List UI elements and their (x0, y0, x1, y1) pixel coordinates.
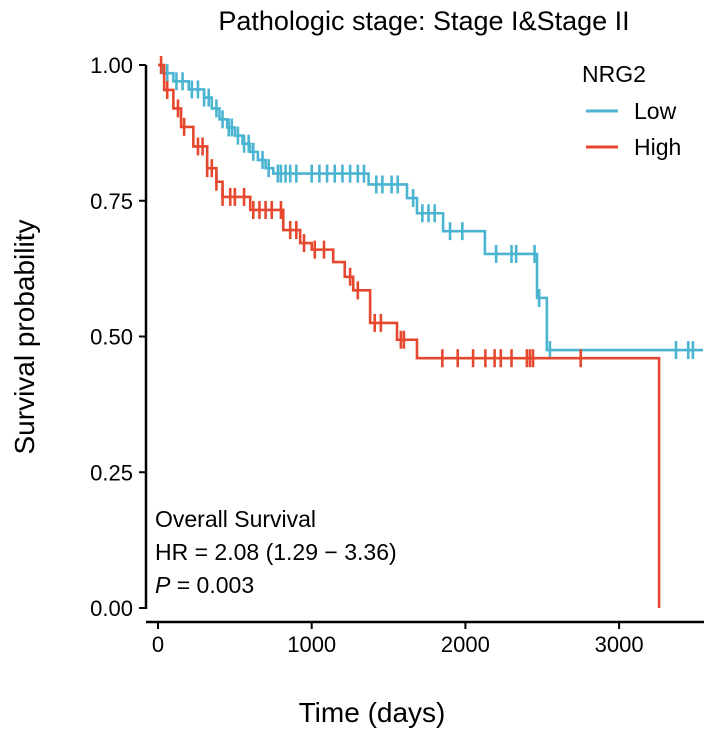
survival-curve-low (158, 63, 704, 352)
y-axis-title: Survival probability (9, 220, 40, 455)
x-tick-label: 3000 (595, 632, 644, 657)
p-label: P (155, 572, 171, 598)
legend-label-high: High (634, 134, 681, 160)
x-tick-label: 0 (152, 632, 164, 657)
y-tick-label: 0.75 (90, 189, 133, 214)
survival-curve-high (158, 63, 661, 608)
y-tick-label: 0.00 (90, 596, 133, 621)
x-axis-title: Time (days) (299, 697, 446, 728)
annotation-hr: HR = 2.08 (1.29 − 3.36) (155, 539, 397, 565)
x-tick-label: 1000 (287, 632, 336, 657)
annotation: Overall Survival HR = 2.08 (1.29 − 3.36)… (155, 506, 397, 598)
annotation-p: P = 0.003 (155, 572, 254, 598)
y-tick-label: 0.25 (90, 460, 133, 485)
y-tick-label: 1.00 (90, 53, 133, 78)
legend-title: NRG2 (582, 61, 646, 87)
annotation-endpoint: Overall Survival (155, 506, 316, 532)
legend: NRG2 Low High (582, 61, 681, 160)
p-value: = 0.003 (170, 572, 254, 598)
legend-label-low: Low (634, 98, 677, 124)
chart-title: Pathologic stage: Stage I&Stage II (218, 6, 629, 36)
y-tick-label: 0.50 (90, 325, 133, 350)
x-tick-label: 2000 (441, 632, 490, 657)
